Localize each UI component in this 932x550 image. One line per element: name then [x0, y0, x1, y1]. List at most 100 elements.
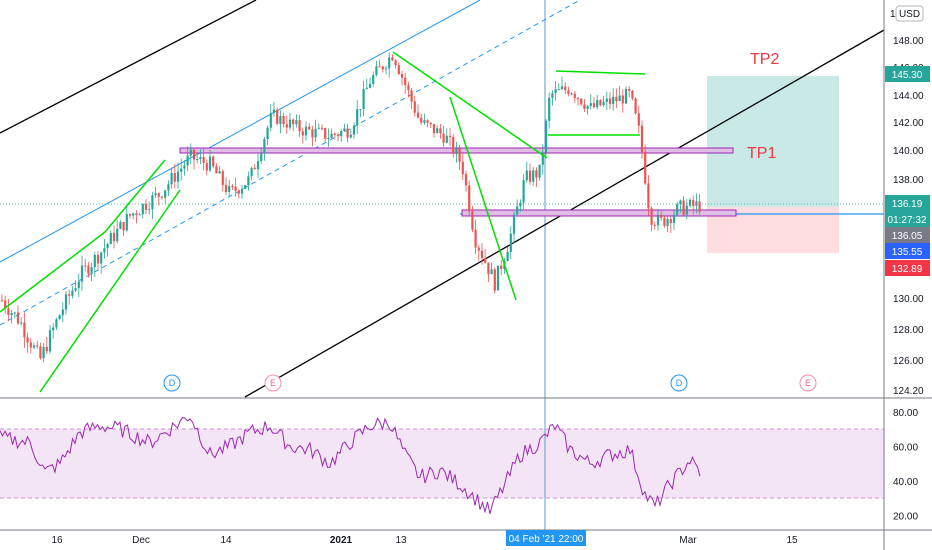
candle	[695, 193, 698, 214]
price-tick-label: 144.00	[893, 91, 924, 102]
candle	[20, 317, 23, 326]
candle	[180, 158, 183, 181]
price-tick-label: 124.20	[893, 386, 924, 397]
candle	[592, 97, 596, 109]
currency-button[interactable]: 1 USD	[890, 5, 924, 22]
candle	[516, 199, 519, 215]
candle	[624, 86, 628, 104]
candle	[221, 169, 224, 192]
candle	[144, 199, 148, 215]
candle	[122, 221, 125, 237]
candle	[125, 205, 128, 232]
take-profit-zone[interactable]	[707, 76, 839, 207]
candle	[218, 165, 221, 174]
candle	[324, 127, 327, 143]
candle	[660, 211, 663, 221]
candle	[644, 144, 647, 186]
trendline[interactable]	[449, 96, 517, 301]
rsi-axis[interactable]: 80.00 60.00 40.00 20.00	[893, 408, 918, 523]
candle	[119, 220, 122, 230]
candle	[148, 201, 151, 215]
support-zone[interactable]	[461, 209, 737, 217]
candle	[372, 71, 375, 87]
candle	[138, 212, 141, 216]
svg-text:D: D	[676, 378, 683, 388]
time-tick-label: 15	[786, 535, 798, 546]
earnings-event-marker[interactable]: E	[264, 374, 282, 392]
rsi-tick-label: 20.00	[893, 511, 918, 522]
candle	[375, 60, 378, 77]
candle	[7, 298, 10, 322]
candle	[519, 199, 522, 212]
time-tick-label: 14	[220, 535, 232, 546]
trendlines[interactable]	[0, 51, 646, 393]
candle	[525, 161, 528, 183]
candle	[228, 179, 231, 196]
channel-upper-line[interactable]	[0, 0, 481, 263]
candle	[96, 251, 100, 270]
candle	[224, 177, 228, 196]
candle	[548, 92, 551, 129]
rsi-tick-label: 60.00	[893, 442, 918, 453]
candle	[458, 144, 461, 170]
candle	[474, 219, 477, 255]
time-tick-label: Dec	[132, 535, 150, 546]
candle	[448, 128, 452, 147]
candle	[100, 251, 103, 274]
candle	[650, 206, 653, 232]
candle	[368, 77, 372, 89]
candle	[282, 112, 285, 128]
candle	[468, 180, 471, 216]
earnings-event-marker[interactable]: E	[799, 374, 817, 392]
candle	[461, 153, 464, 181]
candle	[426, 119, 429, 128]
time-tick-label: 13	[395, 535, 407, 546]
svg-text:132.89: 132.89	[892, 264, 923, 275]
candle	[116, 219, 119, 244]
trendline[interactable]	[392, 51, 548, 159]
dividend-event-marker[interactable]: D	[163, 374, 181, 392]
candle	[39, 342, 42, 360]
time-axis[interactable]: 16 Dec 14 2021 13 Mar 15	[51, 535, 798, 546]
dividend-event-marker[interactable]: D	[670, 374, 688, 392]
candle	[237, 189, 240, 199]
candle	[442, 125, 445, 147]
candle	[605, 91, 608, 111]
trendline[interactable]	[104, 159, 166, 233]
black-channel-upper[interactable]	[0, 0, 257, 134]
candle	[500, 259, 503, 276]
candle	[4, 295, 7, 314]
candle	[384, 65, 388, 75]
candle	[551, 90, 554, 106]
channel-mid-line[interactable]	[0, 0, 581, 326]
candle	[391, 54, 394, 62]
candle	[29, 337, 32, 354]
trendline[interactable]	[0, 231, 106, 313]
candle	[452, 134, 455, 158]
price-badge: 132.89	[885, 260, 930, 276]
trendline[interactable]	[555, 70, 646, 75]
event-markers[interactable]: D E D E	[163, 374, 817, 392]
candle	[397, 62, 400, 76]
candle	[490, 262, 493, 275]
candle	[269, 103, 272, 132]
candle	[429, 122, 432, 128]
candle	[333, 132, 336, 140]
candle	[512, 211, 516, 244]
candle	[266, 125, 269, 146]
candle	[698, 193, 701, 215]
price-tick-label: 138.00	[893, 175, 924, 186]
candle	[676, 201, 679, 217]
candle	[682, 196, 685, 216]
trendline[interactable]	[39, 189, 181, 393]
candle	[653, 221, 656, 230]
candle	[212, 154, 215, 169]
candle	[320, 124, 324, 131]
candle	[394, 58, 397, 69]
candle	[285, 115, 288, 134]
candle	[80, 255, 84, 291]
svg-text:D: D	[169, 378, 176, 388]
svg-text:135.55: 135.55	[892, 247, 923, 258]
candle	[106, 242, 109, 257]
